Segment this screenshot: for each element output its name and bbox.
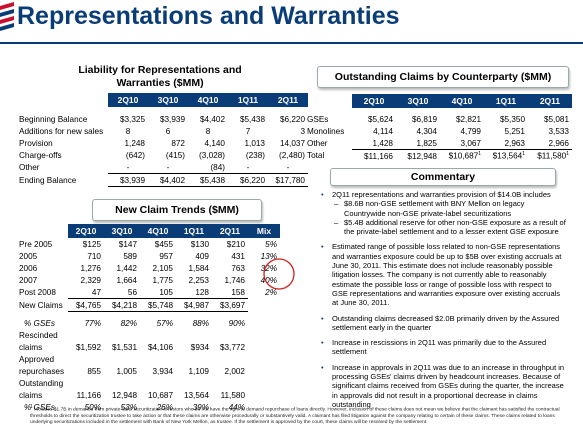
liability-col: 1Q11 [228, 93, 268, 107]
bank-logo-icon [0, 2, 14, 31]
counterparty-col: 4Q10 [440, 94, 484, 108]
table-row: GSEs $5,624 $6,819 $2,821 $5,350 $5,081 [307, 114, 569, 124]
page-title: Representations and Warranties [17, 2, 400, 30]
liability-col: 3Q10 [148, 93, 188, 107]
table-row: Post 2008 47 56 105 128 158 2% [19, 287, 277, 297]
table-row: 2005 710 589 957 409 431 13% [19, 251, 277, 261]
footnote-mark: 1 [30, 404, 33, 410]
liability-title: Liability for Representations and Warran… [40, 64, 280, 90]
new-claims-col: 4Q10 [140, 224, 176, 238]
counterparty-col: 2Q11 [528, 94, 572, 108]
liability-title-line2: Warranties ($MM) [116, 77, 204, 89]
counterparty-title: Outstanding Claims by Counterparty ($MM) [334, 71, 552, 83]
table-row: 2006 1,276 1,442 2,105 1,584 763 32% [19, 263, 277, 273]
table-row: Monolines 4,114 4,304 4,799 5,251 3,533 [307, 126, 569, 136]
table-row: Other 1,428 1,825 3,067 2,963 2,966 [307, 138, 569, 148]
commentary-bullet: Increase in approvals in 2Q11 was due to… [318, 363, 566, 409]
table-row: Outstanding [19, 379, 64, 388]
commentary-list: 2Q11 representations and warranties prov… [318, 190, 566, 415]
table-row: claims $1,592 $1,531 $4,106 $934 $3,772 [19, 343, 245, 352]
table-row: % GSEs 77% 82% 57% 88% 90% [24, 319, 245, 328]
commentary-bullet: Outstanding claims decreased $2.0B prima… [318, 314, 566, 333]
table-row: Additions for new sales 8 6 8 7 3 [19, 126, 305, 136]
counterparty-col: 2Q10 [352, 94, 396, 108]
new-claims-col: 2Q10 [68, 224, 104, 238]
liability-col: 2Q10 [108, 93, 148, 107]
commentary-title: Commentary [410, 171, 476, 183]
liability-col: 4Q10 [188, 93, 228, 107]
table-row: % GSEs 50% 53% 26% 39% 44% [24, 403, 245, 412]
table-row: Total $11,166 $12,948 $10,6871 $13,5641 … [304, 149, 572, 162]
counterparty-header-row: 2Q10 3Q10 4Q10 1Q11 2Q11 [304, 94, 572, 108]
table-row: Approved [19, 355, 55, 364]
table-row: Other - - (84) - - [19, 162, 290, 172]
commentary-title-box: Commentary [330, 168, 556, 186]
table-row: New Claims $4,765 $4,218 $5,748 $4,987 $… [16, 298, 280, 312]
counterparty-table: 2Q10 3Q10 4Q10 1Q11 2Q11 GSEs $5,624 $6,… [304, 94, 572, 162]
liability-title-line1: Liability for Representations and [78, 64, 242, 76]
table-row: 2007 2,329 1,664 1,775 2,253 1,746 40% [19, 275, 277, 285]
table-row: repurchases 855 1,005 3,934 1,109 2,002 [19, 367, 245, 376]
new-claims-table: 2Q10 3Q10 4Q10 1Q11 2Q11 Mix Pre 2005 $1… [16, 224, 280, 414]
counterparty-title-box: Outstanding Claims by Counterparty ($MM) [317, 66, 569, 88]
commentary-bullet: Estimated range of possible loss related… [318, 242, 566, 307]
highlight-circle-icon [263, 258, 295, 290]
commentary-subbullet: $8.6B non-GSE settlement with BNY Mellon… [318, 199, 566, 218]
table-row: Charge-offs (642) (415) (3,028) (238) (2… [19, 150, 305, 160]
table-row: Rescinded [19, 331, 58, 340]
table-row: Provision 1,248 872 4,140 1,013 14,037 [19, 138, 305, 148]
new-claims-title-box: New Claim Trends ($MM) [92, 199, 262, 221]
new-claims-col: 2Q11 [212, 224, 248, 238]
liability-table: 2Q10 3Q10 4Q10 1Q11 2Q11 Beginning Balan… [16, 93, 308, 187]
title-divider [0, 42, 583, 44]
commentary-subbullet: $5.4B additional reserve for other non-G… [318, 218, 566, 237]
new-claims-col: 1Q11 [176, 224, 212, 238]
new-claims-header-row: 2Q10 3Q10 4Q10 1Q11 2Q11 Mix [16, 224, 280, 238]
new-claims-col: Mix [248, 224, 280, 238]
footnote-text: Includes $1.7B in demands from private-l… [30, 407, 560, 425]
counterparty-col: 3Q10 [396, 94, 440, 108]
new-claims-col: 3Q10 [104, 224, 140, 238]
table-row: claims 11,166 12,948 10,687 13,564 11,58… [19, 391, 245, 400]
table-row: Pre 2005 $125 $147 $455 $130 $210 5% [19, 239, 277, 249]
commentary-bullet: Increase in rescissions in 2Q11 was prim… [318, 338, 566, 357]
footnote: 1 Includes $1.7B in demands from private… [30, 404, 575, 426]
counterparty-col: 1Q11 [484, 94, 528, 108]
commentary-bullet: 2Q11 representations and warranties prov… [318, 190, 566, 200]
liability-header-row: 2Q10 3Q10 4Q10 1Q11 2Q11 [16, 93, 308, 107]
table-row: Beginning Balance $3,325 $3,939 $4,402 $… [19, 114, 305, 124]
liability-col: 2Q11 [268, 93, 308, 107]
table-row: Ending Balance $3,939 $4,402 $5,438 $6,2… [16, 173, 308, 187]
new-claims-title: New Claim Trends ($MM) [115, 204, 239, 216]
